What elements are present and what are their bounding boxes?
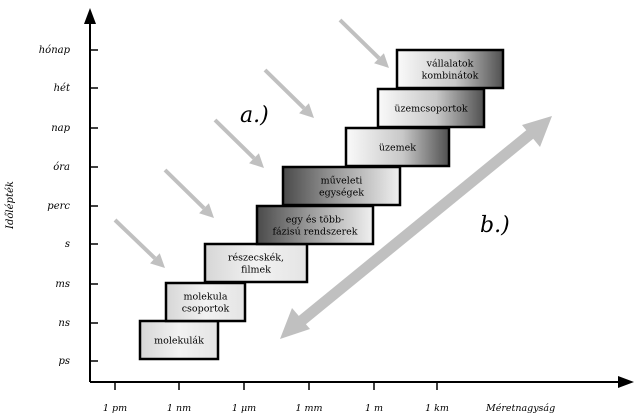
y-tick-label: nap	[51, 123, 70, 134]
small-arrows	[113, 18, 389, 268]
box-label-line: filmek	[241, 265, 271, 276]
box-label-line: műveleti	[321, 176, 363, 187]
box-label-line: üzemek	[379, 143, 416, 154]
box-label-line: csoportok	[182, 304, 230, 315]
y-tick-label: s	[65, 239, 70, 250]
box-label-line: egy és több-	[286, 215, 345, 226]
box-label-line: molekulák	[154, 336, 204, 347]
box-label-line: részecskék,	[228, 253, 284, 264]
y-tick-label: perc	[47, 201, 70, 212]
x-tick-label: 1 pm	[103, 403, 127, 414]
x-tick-label: 1 m	[365, 403, 383, 414]
box-label-line: vállalatok	[426, 59, 474, 70]
y-tick-label: ns	[58, 318, 70, 329]
gray-arrow	[213, 118, 264, 168]
gray-arrow	[113, 218, 165, 268]
double-arrow-head-top	[522, 116, 552, 147]
staircase-boxes: molekulákmolekulacsoportokrészecskék,fil…	[138, 48, 505, 361]
box-label-line: fázisú rendszerek	[272, 227, 357, 238]
y-tick-label: hónap	[39, 45, 71, 56]
x-axis-arrowhead	[618, 376, 634, 388]
box-label-line: egységek	[319, 188, 364, 199]
x-tick-label: 1 km	[425, 403, 449, 414]
x-tick-label: 1 mm	[295, 403, 322, 414]
box-uzemek: üzemek	[344, 126, 451, 168]
y-axis-ticks: ps ns ms s perc óra nap hét hónap	[39, 45, 98, 367]
box-label-line: kombinátok	[422, 71, 479, 82]
y-tick-label: óra	[53, 162, 70, 173]
y-tick-label: ps	[58, 356, 70, 367]
double-arrow-head-bottom	[280, 308, 310, 339]
annotation-b: b.)	[480, 213, 510, 238]
x-tick-label: 1 μm	[232, 403, 256, 414]
y-axis-arrowhead	[84, 8, 96, 24]
double-arrow	[280, 116, 552, 339]
x-axis-ticks: 1 pm 1 nm 1 μm 1 mm 1 m 1 km	[103, 382, 449, 414]
y-tick-label: hét	[54, 83, 71, 94]
annotation-a: a.)	[240, 103, 269, 128]
box-egy-es-tobb-fazisu-rendszerek: egy és több-fázisú rendszerek	[255, 204, 375, 246]
x-tick-label: 1 nm	[167, 403, 191, 414]
x-axis-label: Méretnagyság	[485, 403, 555, 414]
box-label-line: üzemcsoportok	[394, 104, 468, 115]
box-reszecskek-filmek: részecskék,filmek	[203, 242, 309, 284]
gray-arrow	[163, 168, 214, 218]
gray-arrow	[263, 68, 314, 118]
box-label-line: molekula	[184, 292, 228, 303]
gray-arrow	[338, 18, 389, 68]
y-axis-label: Időlépték	[5, 181, 16, 230]
y-tick-label: ms	[55, 279, 70, 290]
box-uzemcsoportok: üzemcsoportok	[376, 87, 486, 129]
box-molekulak: molekulák	[138, 319, 220, 361]
